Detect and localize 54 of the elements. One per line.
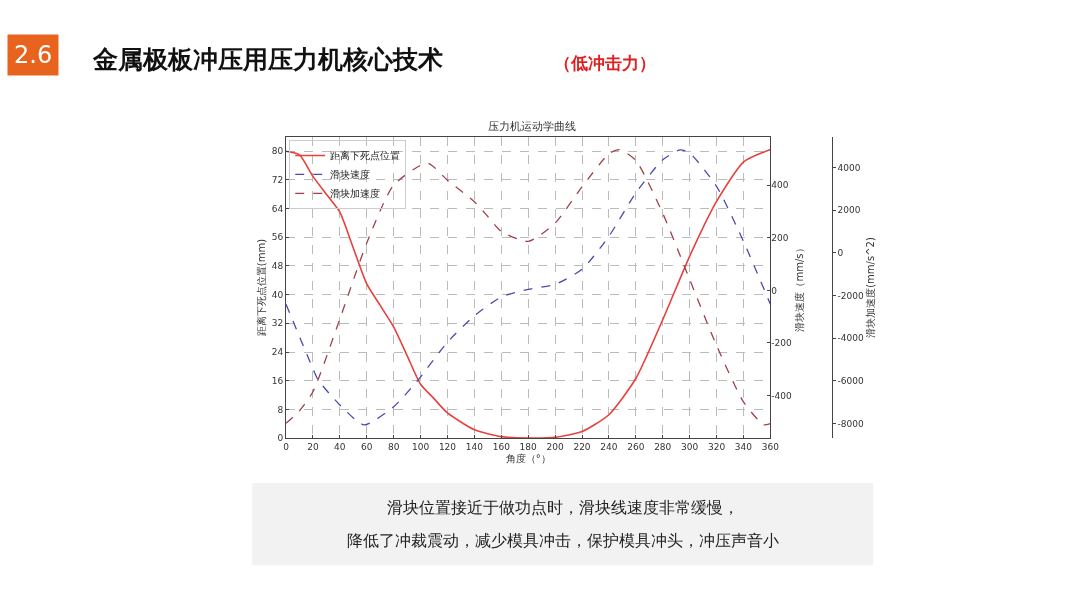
x-tick-label: 40: [334, 441, 346, 452]
y2-tick-label: -200: [771, 338, 793, 349]
x-tick-label: 200: [546, 441, 564, 452]
y-tick-label: 16: [271, 375, 284, 386]
y2-axis-title: 滑块速度（mm/s）: [793, 243, 805, 332]
x-tick-label: 360: [761, 441, 780, 452]
y-tick-label: 40: [271, 289, 284, 300]
legend-label: 距离下死点位置: [330, 150, 401, 162]
y2-tick-label: 0: [771, 285, 778, 296]
y3-tick-label: -4000: [837, 333, 864, 344]
x-tick-label: 20: [307, 441, 319, 452]
x-tick-label: 80: [387, 441, 400, 452]
y2-tick-label: -400: [771, 390, 793, 401]
y-tick-label: 72: [271, 175, 284, 186]
x-tick-label: 100: [411, 441, 430, 452]
text: 滑块位置接近于做功点时，滑块线速度非常缓慢，: [387, 498, 739, 517]
text: 降低了冲裁震动，减少模具冲击，保护模具冲头，冲压声音小: [347, 531, 779, 550]
x-tick-label: 140: [465, 441, 484, 452]
x-axis-title: 角度（°）: [505, 453, 551, 465]
y3-tick-label: -8000: [837, 418, 864, 429]
text: 2.6: [14, 41, 53, 69]
y-tick-label: 80: [271, 146, 284, 157]
x-tick-label: 340: [734, 441, 753, 452]
x-tick-label: 280: [654, 441, 672, 452]
x-tick-label: 260: [627, 441, 645, 452]
x-tick-label: 180: [519, 441, 538, 452]
y-tick-label: 32: [271, 318, 284, 329]
y-tick-label: 64: [271, 203, 284, 214]
chart-title: 压力机运动学曲线: [487, 119, 576, 133]
x-tick-label: 300: [681, 441, 699, 452]
x-tick-label: 120: [438, 441, 457, 452]
y3-tick-label: -6000: [837, 376, 864, 387]
y3-tick-label: 2000: [837, 205, 861, 216]
x-tick-label: 60: [361, 441, 373, 452]
y-tick-label: 56: [271, 232, 284, 243]
y-tick-label: 24: [271, 347, 284, 358]
y2-tick-label: 200: [771, 232, 789, 243]
y-tick-label: 0: [277, 433, 284, 444]
legend-label: 滑块速度: [330, 169, 371, 181]
x-tick-label: 240: [600, 441, 618, 452]
x-tick-label: 220: [573, 441, 591, 452]
y-tick-label: 8: [277, 404, 284, 415]
x-tick-label: 160: [492, 441, 511, 452]
y3-tick-label: 0: [837, 248, 844, 259]
y3-tick-label: -2000: [837, 290, 864, 301]
y3-axis-title: 滑块加速度(mm/s^2): [865, 237, 877, 338]
text: （低冲击力）: [554, 53, 656, 73]
y-axis-title: 距离下死点位置(mm): [255, 238, 267, 337]
x-tick-label: 320: [707, 441, 726, 452]
text: 金属极板冲压用压力机核心技术: [92, 45, 443, 74]
y-tick-label: 48: [271, 261, 284, 272]
y2-tick-label: 400: [771, 180, 789, 191]
legend-label: 滑块加速度: [330, 188, 381, 200]
y3-tick-label: 4000: [837, 162, 861, 173]
